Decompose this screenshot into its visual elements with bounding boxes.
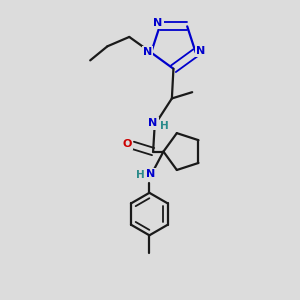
Text: N: N <box>146 169 156 179</box>
Text: N: N <box>143 46 152 57</box>
Text: N: N <box>148 118 158 128</box>
Text: N: N <box>196 46 206 56</box>
Text: H: H <box>136 170 144 180</box>
Text: N: N <box>154 18 163 28</box>
Text: O: O <box>122 139 132 149</box>
Text: H: H <box>160 121 169 131</box>
